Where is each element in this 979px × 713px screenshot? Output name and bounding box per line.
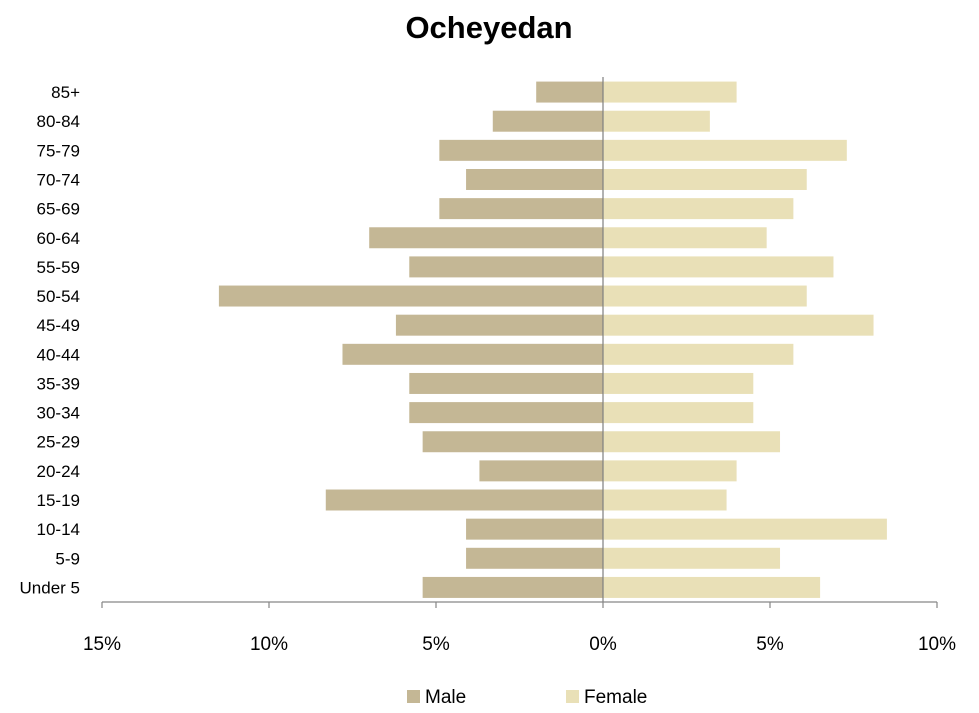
bar-female-40-44: [603, 343, 794, 365]
x-axis-ticks: 15% 10% 5% 0% 5% 10%: [83, 602, 956, 655]
bar-male-80-84: [492, 110, 603, 132]
x-tick-label: 15%: [83, 634, 121, 655]
bar-female-under-5: [603, 576, 821, 598]
y-tick-label: 60-64: [37, 229, 80, 248]
bar-male-85-: [536, 81, 603, 103]
bar-male-40-44: [342, 343, 603, 365]
y-tick-label: 10-14: [37, 520, 80, 539]
x-tick-label: 10%: [918, 634, 956, 655]
bar-female-45-49: [603, 314, 874, 336]
bar-male-60-64: [369, 227, 603, 249]
bar-male-35-39: [409, 372, 603, 394]
y-tick-label: 30-34: [37, 404, 80, 423]
legend-swatch-male: [407, 690, 420, 703]
bar-male-55-59: [409, 256, 603, 278]
x-tick-label: 5%: [756, 634, 784, 655]
bar-male-45-49: [395, 314, 603, 336]
y-axis-labels: Under 5 5-9 10-14 15-19 20-24 25-29 30-34 35-39…: [20, 83, 81, 597]
bar-female-20-24: [603, 460, 737, 482]
y-tick-label: 15-19: [37, 491, 80, 510]
y-tick-label: 45-49: [37, 316, 80, 335]
y-tick-label: 40-44: [37, 345, 80, 364]
bar-male-30-34: [409, 402, 603, 424]
bar-male-15-19: [325, 489, 603, 511]
y-tick-label: 70-74: [37, 170, 80, 189]
y-tick-label: 20-24: [37, 462, 80, 481]
bar-female-75-79: [603, 139, 847, 161]
bar-female-50-54: [603, 285, 807, 307]
bar-female-60-64: [603, 227, 767, 249]
legend-swatch-female: [566, 690, 579, 703]
legend-label-male: Male: [425, 687, 466, 708]
bar-male-70-74: [466, 169, 603, 190]
chart-title: Ocheyedan: [405, 10, 572, 45]
y-tick-label: 65-69: [37, 200, 80, 219]
bar-female-65-69: [603, 198, 794, 220]
bar-male-10-14: [466, 518, 603, 540]
bar-male-50-54: [218, 285, 603, 307]
bar-female-80-84: [603, 110, 710, 132]
legend: Male Female: [407, 687, 647, 708]
bar-male-25-29: [422, 431, 603, 453]
bar-female-70-74: [603, 169, 807, 190]
bar-female-25-29: [603, 431, 781, 453]
bar-male-under-5: [422, 576, 603, 598]
bar-male-65-69: [439, 198, 603, 220]
bars-group: [218, 81, 887, 598]
x-tick-label: 5%: [422, 634, 450, 655]
bar-female-55-59: [603, 256, 834, 278]
bar-male-5-9: [466, 547, 603, 569]
bar-male-20-24: [479, 460, 603, 482]
bar-female-15-19: [603, 489, 727, 511]
y-tick-label: 25-29: [37, 433, 80, 452]
bar-female-10-14: [603, 518, 887, 540]
y-tick-label: 85+: [51, 83, 80, 102]
y-tick-label: Under 5: [20, 578, 80, 597]
legend-label-female: Female: [584, 687, 647, 708]
bar-female-85-: [603, 81, 737, 103]
bar-female-30-34: [603, 402, 754, 424]
bar-female-35-39: [603, 372, 754, 394]
y-tick-label: 50-54: [37, 287, 80, 306]
y-tick-label: 80-84: [37, 112, 80, 131]
bar-female-5-9: [603, 547, 781, 569]
bar-male-75-79: [439, 139, 603, 161]
y-tick-label: 55-59: [37, 258, 80, 277]
x-tick-label: 10%: [250, 634, 288, 655]
y-tick-label: 35-39: [37, 374, 80, 393]
y-tick-label: 5-9: [55, 549, 80, 568]
y-tick-label: 75-79: [37, 141, 80, 160]
x-tick-label: 0%: [589, 634, 617, 655]
